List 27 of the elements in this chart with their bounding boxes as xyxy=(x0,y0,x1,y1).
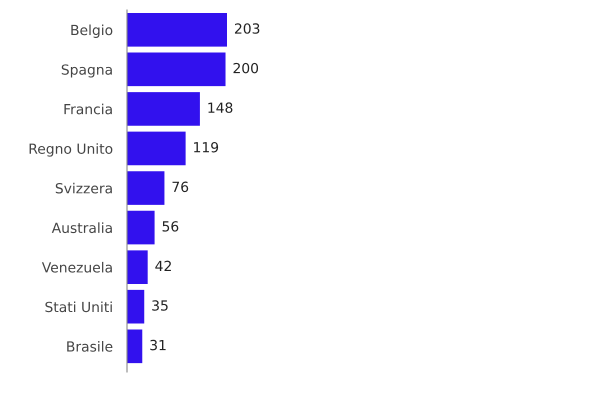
data-label: 200 xyxy=(233,62,258,74)
y-tick-label: Brasile xyxy=(67,341,112,352)
y-tick-label: Stati Uniti xyxy=(45,301,112,312)
bar xyxy=(127,12,227,47)
y-tick-label: Belgio xyxy=(71,24,112,38)
data-label: 203 xyxy=(234,23,260,34)
y-tick-label: Svizzera xyxy=(56,182,112,194)
data-label: 76 xyxy=(172,182,188,192)
bar xyxy=(127,132,186,166)
y-tick-label: Regno Unito xyxy=(30,143,112,157)
data-label: 148 xyxy=(208,102,232,113)
data-label: 31 xyxy=(150,340,166,350)
data-label: 42 xyxy=(155,260,171,271)
bar xyxy=(127,171,164,205)
y-tick-label: Australia xyxy=(52,222,112,234)
data-label: 119 xyxy=(194,142,218,152)
bar xyxy=(127,52,226,86)
data-label: 35 xyxy=(152,300,168,311)
y-tick-label: Venezuela xyxy=(42,262,112,273)
bar xyxy=(127,92,200,126)
bar xyxy=(127,250,148,284)
y-tick-label: Spagna xyxy=(62,64,112,78)
data-label: 56 xyxy=(162,221,178,232)
bar xyxy=(127,329,142,364)
bar xyxy=(127,210,155,244)
y-tick-label: Francia xyxy=(64,104,112,114)
bar xyxy=(127,290,144,324)
